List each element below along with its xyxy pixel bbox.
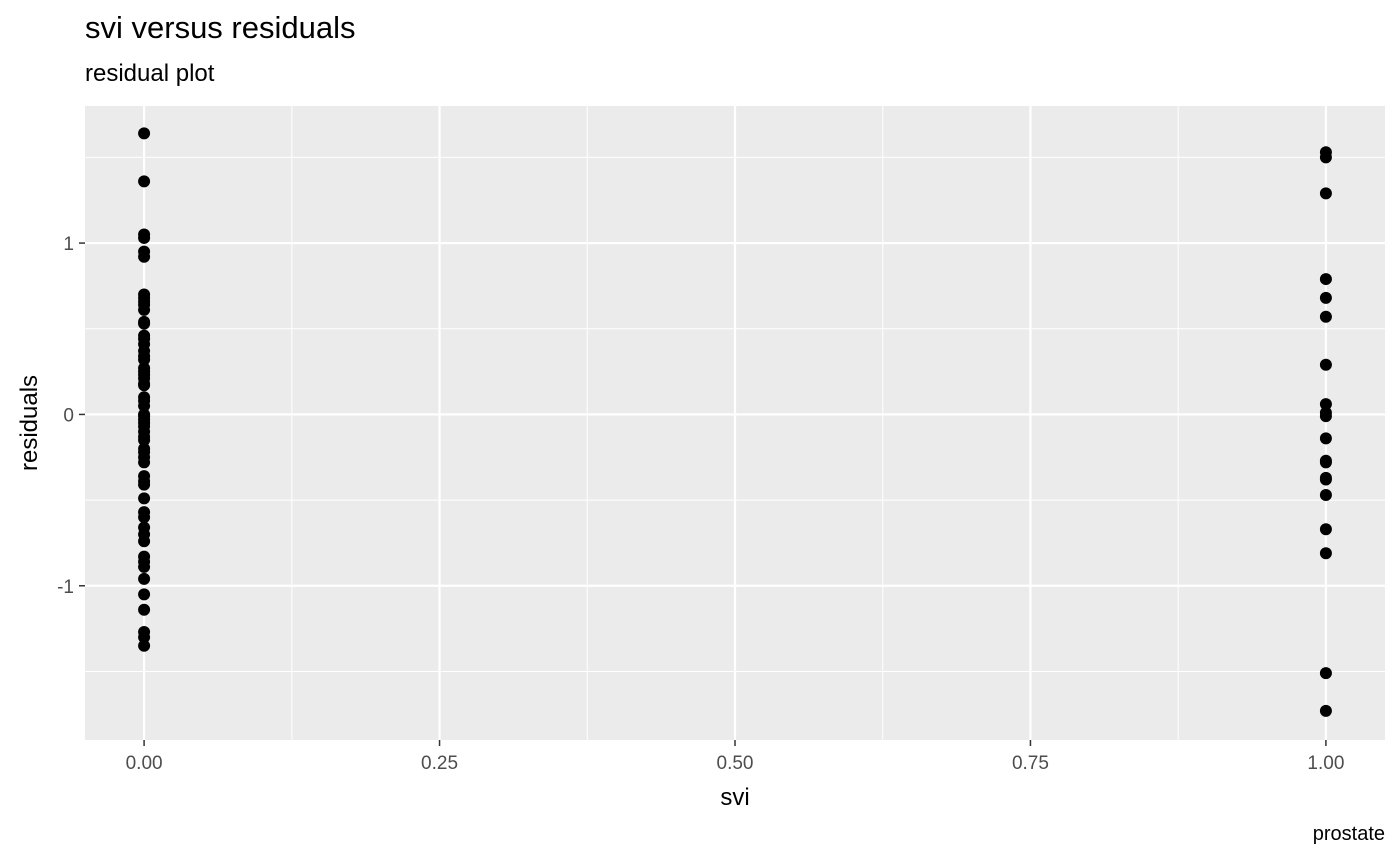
data-points: [138, 127, 1332, 717]
data-point: [138, 303, 151, 316]
data-point: [138, 434, 151, 447]
y-axis-label: residuals: [16, 375, 43, 471]
x-tick-label: 0.75: [1012, 753, 1049, 774]
axes: 0.00 0.25 0.50 0.75 1.00 -1 0 1: [57, 234, 1344, 774]
data-point: [1319, 547, 1332, 560]
data-point: [1319, 291, 1332, 304]
x-tick-label: 0.25: [421, 753, 458, 774]
x-axis-label: svi: [720, 784, 749, 811]
data-point: [138, 511, 151, 524]
data-point: [1319, 358, 1332, 371]
data-point: [138, 456, 151, 469]
data-point: [1319, 273, 1332, 286]
data-point: [1319, 187, 1332, 200]
y-tick-label: 0: [63, 405, 74, 426]
x-tick-label: 1.00: [1307, 753, 1344, 774]
data-point: [138, 639, 151, 652]
data-point: [1319, 151, 1332, 164]
data-point: [138, 250, 151, 263]
data-point: [138, 631, 151, 644]
y-tick-label: -1: [57, 577, 74, 598]
data-point: [1319, 432, 1332, 445]
data-point: [138, 231, 151, 244]
data-point: [1319, 704, 1332, 717]
x-tick-label: 0.50: [717, 753, 754, 774]
data-point: [138, 317, 151, 330]
data-point: [1319, 488, 1332, 501]
chart-caption: prostate: [1312, 823, 1385, 845]
data-point: [1319, 667, 1332, 680]
data-point: [138, 127, 151, 140]
chart-title: svi versus residuals: [85, 10, 356, 45]
x-tick-label: 0.00: [126, 753, 163, 774]
data-point: [138, 603, 151, 616]
data-point: [138, 535, 151, 548]
data-point: [1319, 456, 1332, 469]
data-point: [1319, 310, 1332, 323]
data-point: [138, 353, 151, 366]
data-point: [138, 492, 151, 505]
data-point: [1319, 410, 1332, 423]
data-point: [1319, 523, 1332, 536]
data-point: [1319, 473, 1332, 486]
data-point: [1319, 398, 1332, 411]
data-point: [138, 379, 151, 392]
data-point: [138, 588, 151, 601]
data-point: [138, 560, 151, 573]
data-point: [138, 175, 151, 188]
data-point: [138, 399, 151, 412]
y-tick-label: 1: [63, 234, 74, 255]
chart-subtitle: residual plot: [85, 60, 215, 87]
data-point: [138, 572, 151, 585]
data-point: [138, 478, 151, 491]
